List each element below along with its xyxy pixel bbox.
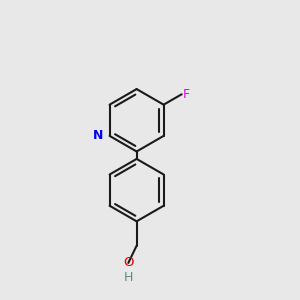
Text: F: F: [183, 88, 190, 101]
Text: N: N: [93, 129, 103, 142]
Text: O: O: [123, 256, 134, 269]
Text: H: H: [124, 271, 133, 284]
